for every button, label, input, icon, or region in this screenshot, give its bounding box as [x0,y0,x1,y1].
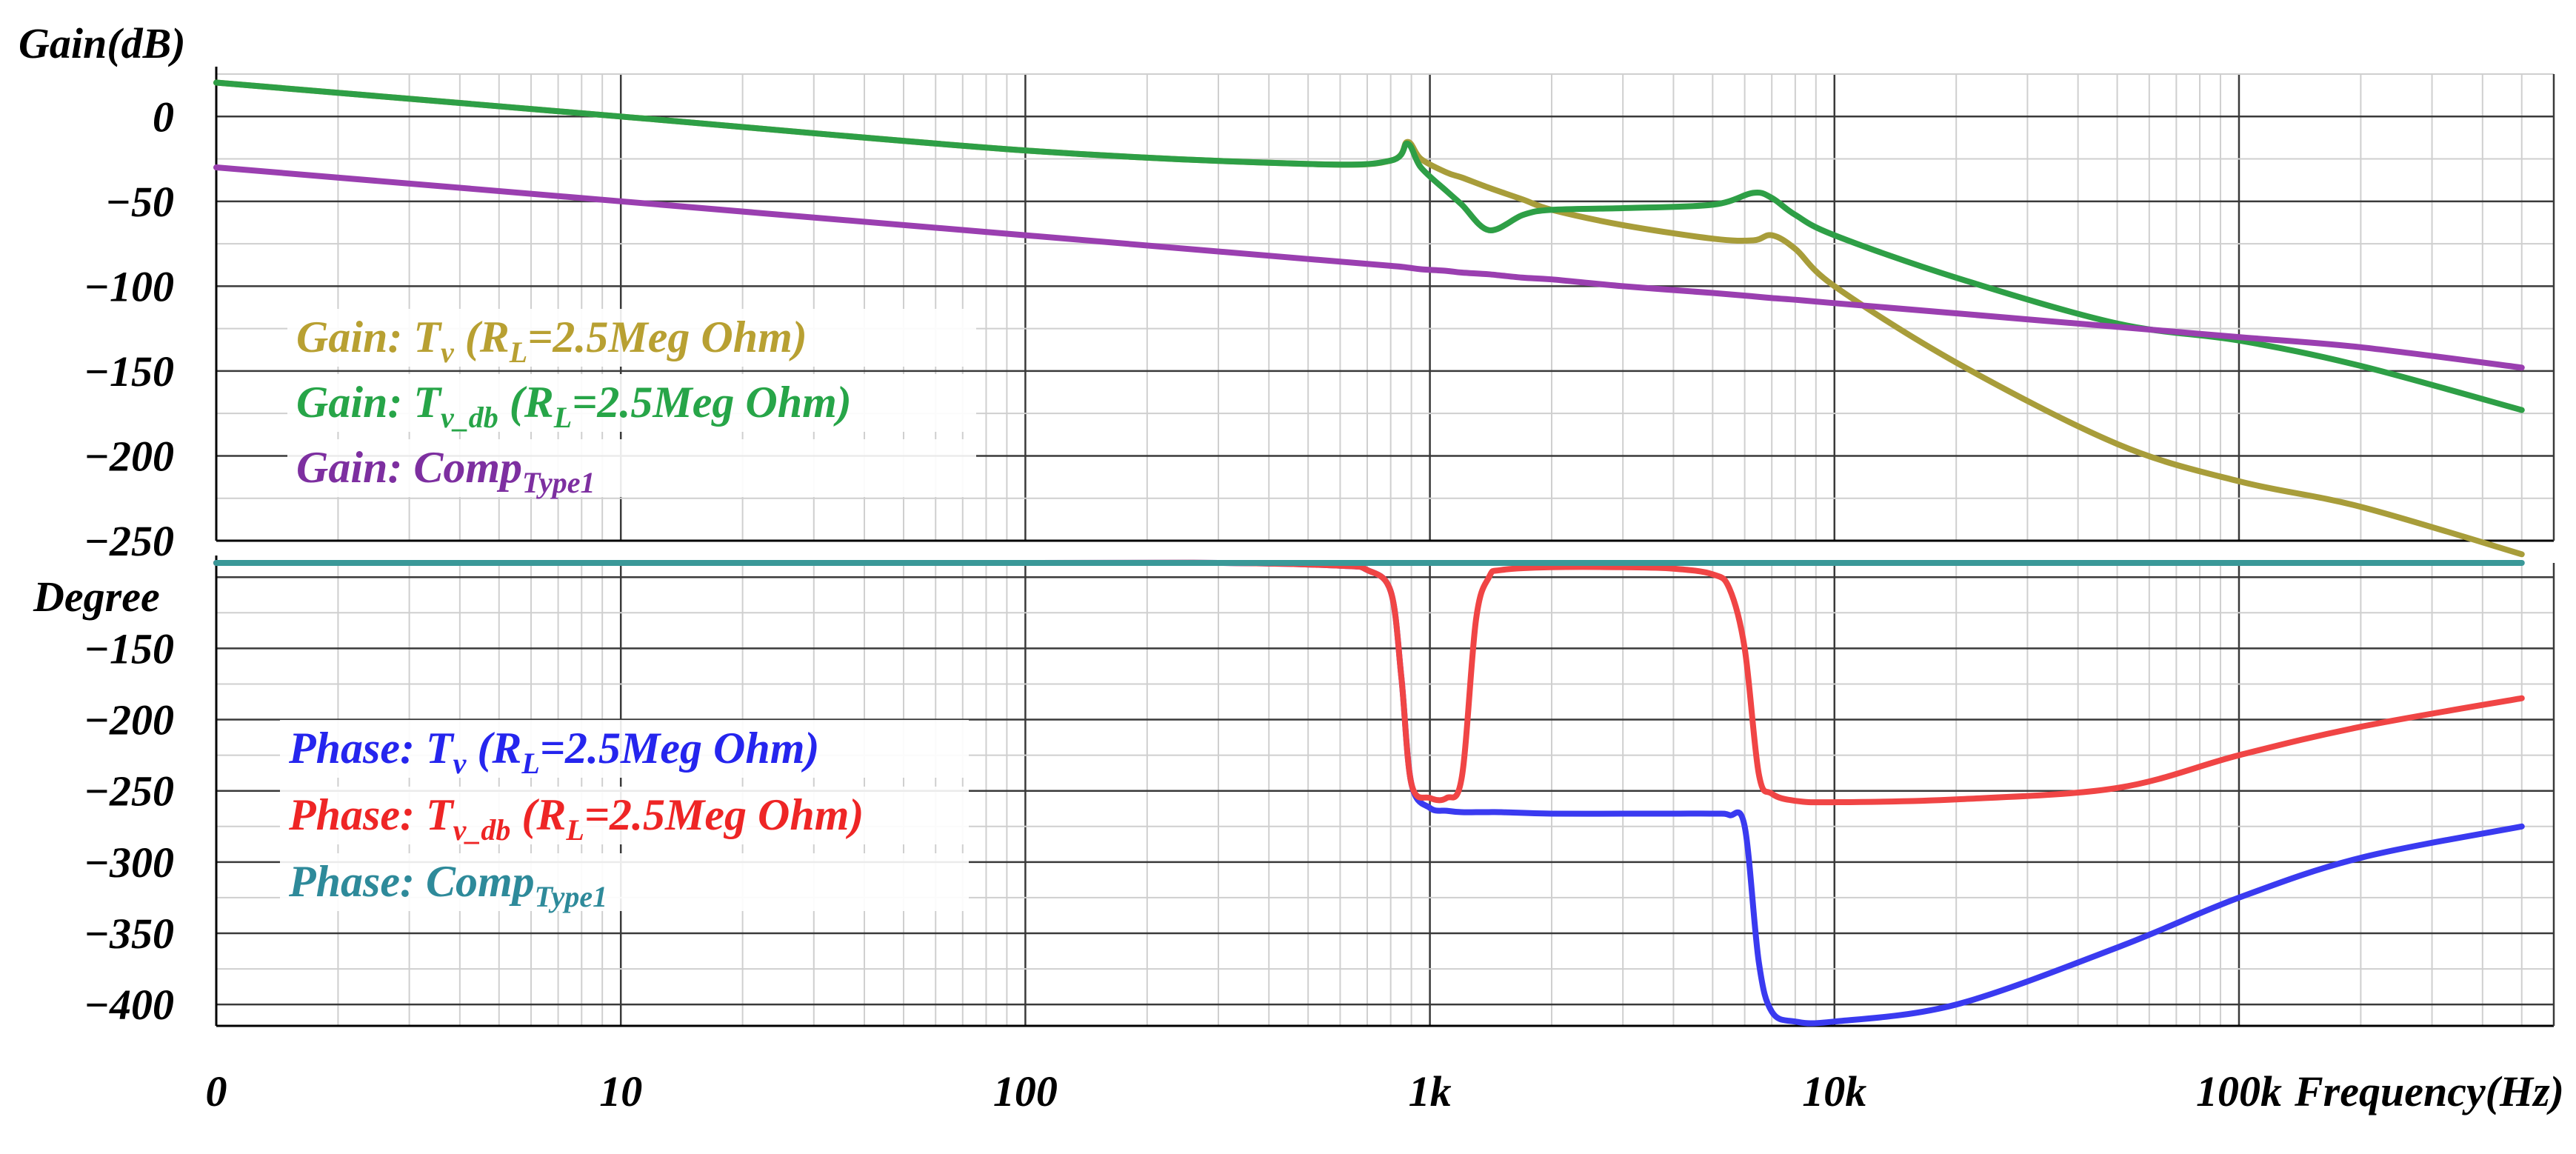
frequency-tick-label: 0 [206,1067,227,1115]
legend-text: (R [510,790,566,839]
phase-legend: Phase: Tv (RL=2.5Meg Ohm)Phase: Tv_db (R… [280,720,969,913]
frequency-tick-label: 100k [2196,1067,2282,1115]
legend-text: Gain: Comp [296,443,522,492]
legend-text: (R [498,378,554,427]
legend-text: (R [466,724,521,773]
phase-tick-labels: −150 −200 −250 −300 −350 −400 [84,624,174,1029]
gain-axis-label: Gain(dB) [19,19,186,67]
phase-legend-bg [280,720,969,778]
phase-tick-label: −300 [84,838,174,887]
gain-tick-label: −250 [84,517,174,565]
legend-text: =2.5Meg Ohm) [584,790,864,839]
axes-text: Gain(dB) Degree Frequency(Hz) [19,19,2564,1115]
legend-text: =2.5Meg Ohm) [527,313,807,361]
gain-tick-label: 0 [153,93,174,141]
gain-legend-entry: Gain: CompType1 [296,443,595,499]
legend-text: =2.5Meg Ohm) [540,724,820,773]
gain-legend-bg [287,374,976,432]
gain-tick-label: −100 [84,262,174,310]
gain-legend: Gain: Tv (RL=2.5Meg Ohm)Gain: Tv_db (RL=… [287,309,976,499]
legend-text: (R [454,313,510,361]
legend-text: Phase: T [288,724,455,773]
gain-series-3-line [213,164,2525,371]
gain-tick-label: −150 [84,347,174,396]
phase-tick-label: −150 [84,624,174,673]
legend-text: Phase: Comp [288,857,535,906]
frequency-tick-label: 100 [993,1067,1058,1115]
phase-legend-entry: Phase: Tv (RL=2.5Meg Ohm) [288,724,819,780]
frequency-tick-label: 10k [1802,1067,1866,1115]
frequency-tick-label: 1k [1409,1067,1452,1115]
frequency-tick-label: 10 [599,1067,642,1115]
gain-grid [215,67,2555,542]
phase-tick-label: −200 [84,696,174,744]
phase-legend-bg [280,787,969,844]
legend-subscript: v [453,747,467,780]
legend-subscript: L [565,813,584,847]
legend-subscript: v_db [441,401,498,434]
legend-text: Gain: T [296,313,442,361]
gain-series-2-line [213,79,2525,413]
phase-legend-bg [280,853,969,911]
gain-curves [213,79,2525,558]
gain-tick-label: −50 [105,178,174,226]
legend-subscript: L [521,747,539,780]
frequency-tick-labels: 0 10 100 1k 10k 100k [206,1067,2282,1115]
legend-text: Phase: T [288,790,455,839]
gain-legend-entry: Gain: Tv (RL=2.5Meg Ohm) [296,313,807,369]
phase-tick-label: −400 [84,981,174,1029]
gain-legend-bg [287,309,976,367]
legend-subscript: L [553,401,572,434]
legend-subscript: v [441,336,455,369]
phase-tick-label: −250 [84,767,174,816]
legend-subscript: L [509,336,527,369]
legend-subscript: Type1 [522,466,595,499]
legend-text: =2.5Meg Ohm) [572,378,852,427]
gain-legend-entry: Gain: Tv_db (RL=2.5Meg Ohm) [296,378,852,434]
phase-legend-entry: Phase: Tv_db (RL=2.5Meg Ohm) [288,790,864,847]
gain-tick-label: −200 [84,432,174,480]
gain-tick-labels: 0 −50 −100 −150 −200 −250 [84,93,174,565]
phase-curves [213,559,2525,1027]
gain-legend-bg [287,439,976,497]
legend-text: Gain: T [296,378,442,427]
legend-subscript: Type1 [535,880,607,913]
frequency-axis-label: Frequency(Hz) [2294,1067,2564,1115]
phase-axis-label: Degree [33,573,160,621]
phase-tick-label: −350 [84,910,174,958]
phase-legend-entry: Phase: CompType1 [288,857,607,913]
legend-subscript: v_db [453,813,511,847]
